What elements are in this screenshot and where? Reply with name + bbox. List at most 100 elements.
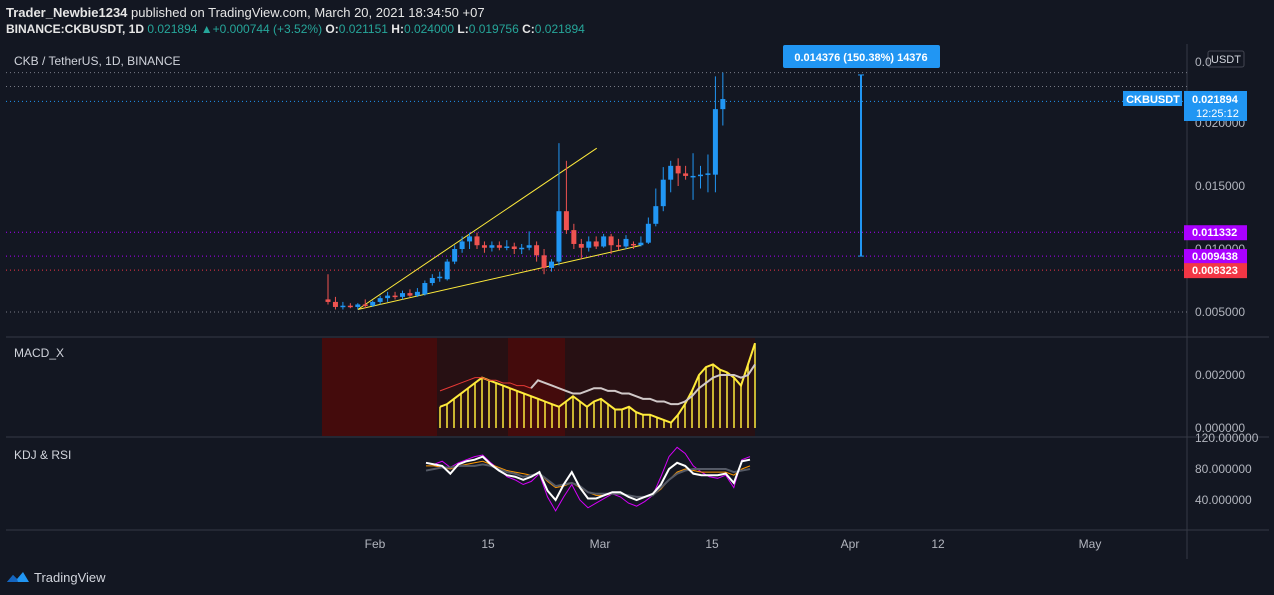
candle [429,277,435,284]
candle [526,245,532,248]
candle [683,173,689,176]
close-value: 0.021894 [147,22,198,36]
measure-label: 0.014376 (150.38%) 14376 [794,52,927,64]
candle [571,230,577,244]
last-price-label: 0.021894 [1192,94,1239,106]
time-tick-label: 12 [931,537,945,551]
rsi-line [425,463,751,498]
open-label: O: [325,22,339,36]
candle [601,236,607,247]
symbol-tag: CKBUSDT [1126,94,1180,106]
kdj-title: KDJ & RSI [14,448,71,462]
measure-label-box [783,45,940,68]
wedge-lower-trendline [357,244,642,310]
candle [675,165,681,174]
candle [362,304,368,306]
candle [377,298,383,302]
high-label: H: [391,22,404,36]
high-value: 0.024000 [403,22,455,36]
ohlc-legend: BINANCE:CKBUSDT, 1D 0.021894 ▲+0.000744 … [6,22,585,36]
candle [511,246,517,249]
candle [534,245,540,256]
macd-signal-line [439,377,532,392]
time-tick-label: Mar [590,537,611,551]
macd-signal-line [530,363,756,406]
macd-title: MACD_X [14,346,64,360]
candle [608,236,614,246]
candle [489,245,495,248]
candle [392,295,398,298]
candle [459,241,465,249]
candle [586,241,592,248]
change-value: +0.000744 (+3.52%) [212,22,323,36]
currency-button [1207,50,1245,68]
candle [563,211,569,231]
last-price-box [1184,91,1247,121]
kdj-tick-label: 80.000000 [1195,462,1252,476]
low-value: 0.019756 [468,22,519,36]
footer-brand[interactable]: TradingView [34,569,106,585]
author-name[interactable]: Trader_Newbie1234 [6,5,128,20]
countdown-label: 12:25:12 [1196,108,1239,120]
candle [519,247,525,250]
candle [638,242,644,246]
candle [660,179,666,207]
change-arrow-icon: ▲ [200,22,213,36]
level-label: 0.008323 [1192,265,1238,277]
candle [385,295,391,299]
candle [355,304,361,307]
price-tick-label: 0.0 [1195,55,1212,69]
macd-histogram-line [439,342,756,424]
close-label: C: [522,22,535,36]
candle [474,236,480,246]
time-tick-label: Feb [365,537,386,551]
candle [578,243,584,248]
candle [496,245,502,248]
candle [549,261,554,268]
publish-info: Trader_Newbie1234 published on TradingVi… [6,5,485,20]
candle [556,211,562,262]
candle [400,293,405,297]
candle [653,206,659,224]
candle [705,173,711,175]
kdj-k-line [425,455,751,502]
time-tick-label: Apr [841,537,860,551]
candle [616,245,622,247]
macd-background-band [565,338,755,436]
level-label: 0.011332 [1192,227,1237,239]
candle [437,276,443,279]
macd-tick-label: 0.002000 [1195,368,1245,382]
symbol-label: BINANCE:CKBUSDT, 1D [6,22,145,36]
time-tick-label: 15 [481,537,495,551]
candle [504,246,510,248]
level-label-box [1184,249,1247,265]
candle [623,238,629,247]
close-ohlc-value: 0.021894 [534,22,585,36]
kdj-tick-label: 40.000000 [1195,493,1252,507]
candle [422,283,428,295]
symbol-tag-box [1123,91,1182,106]
pane-title: CKB / TetherUS, 1D, BINANCE [14,54,181,68]
candle [407,293,413,296]
candle [698,174,703,177]
candle [325,299,331,302]
candle [690,175,696,178]
candle [370,301,376,306]
tradingview-logo-icon [7,572,29,582]
candle [444,261,450,280]
low-label: L: [457,22,469,36]
level-label-box [1184,263,1247,279]
candle [668,165,674,180]
macd-tick-label: 0.000000 [1195,421,1245,435]
price-tick-label: 0.005000 [1195,305,1245,319]
footer: TradingView [6,566,106,588]
candle [332,301,338,307]
candle [452,249,458,262]
candle [720,99,726,110]
open-value: 0.021151 [338,22,388,36]
candle [467,236,473,242]
candle [630,243,636,246]
candle [541,255,547,268]
candle [481,245,487,248]
